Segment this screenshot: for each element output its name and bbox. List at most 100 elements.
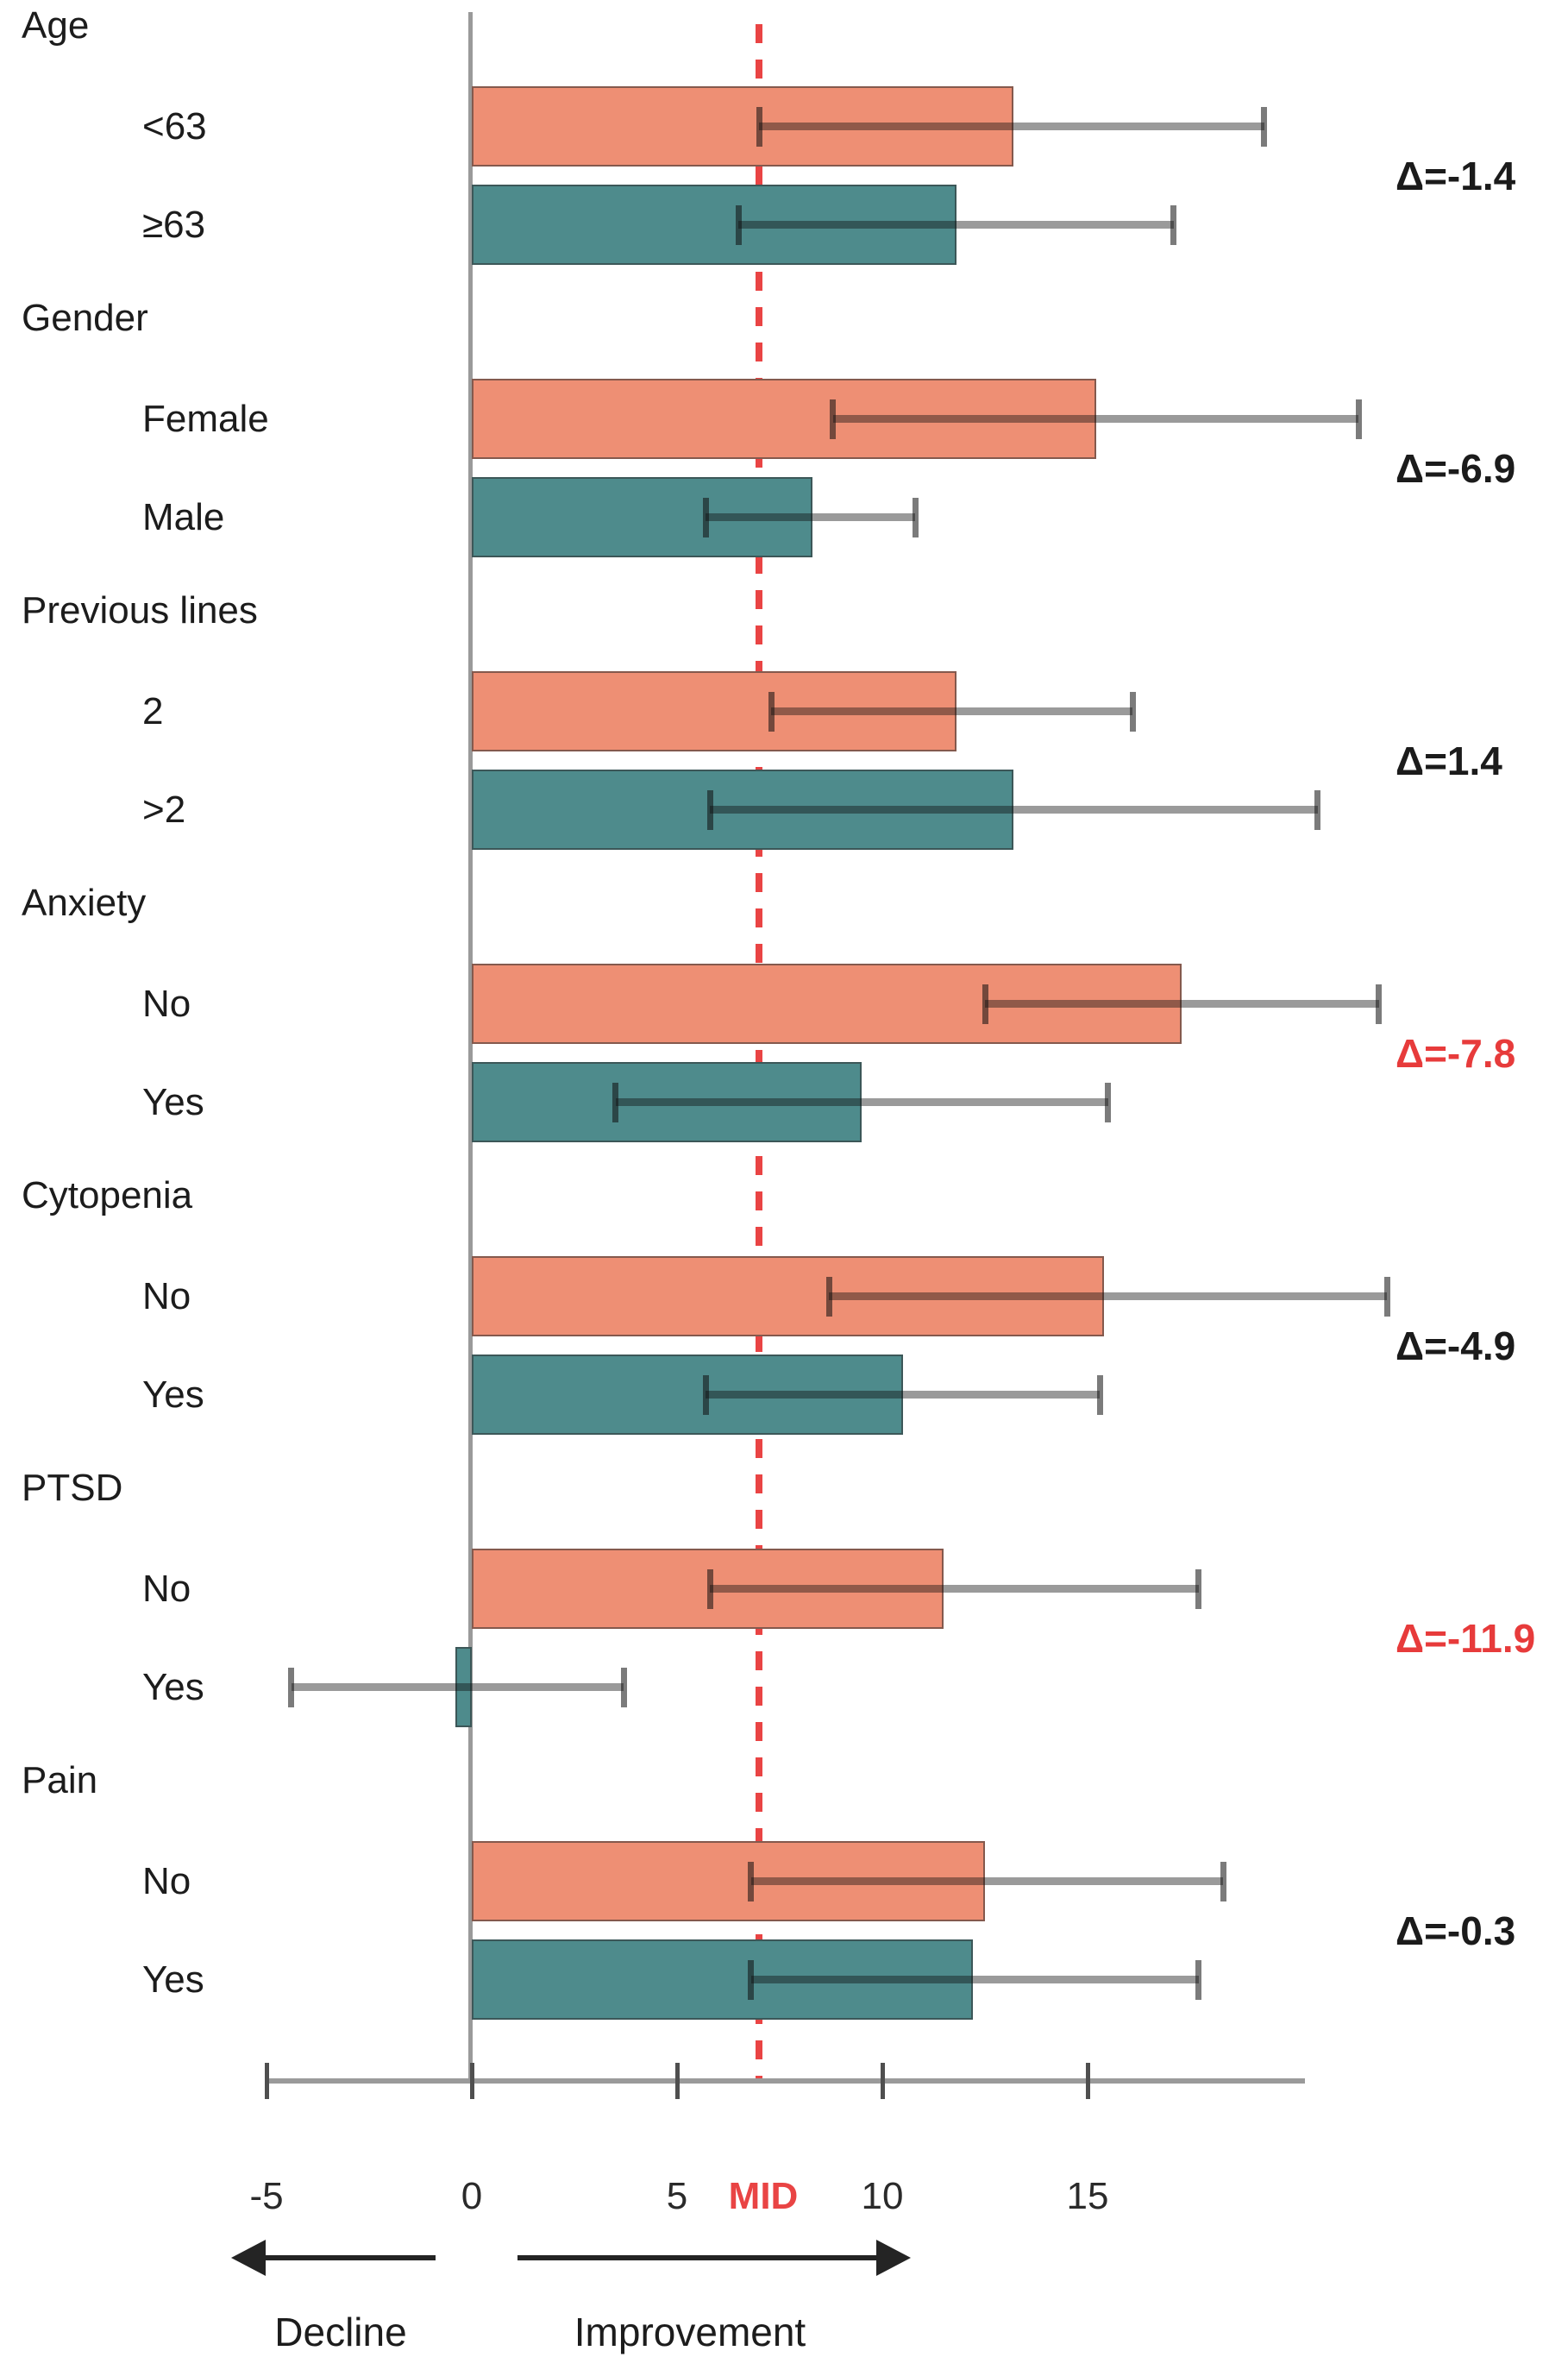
bar [455, 1647, 472, 1727]
axis-tick [1085, 2063, 1090, 2099]
error-bar-cap-low [612, 1082, 619, 1122]
error-bar-cap-high [1261, 106, 1268, 147]
error-bar-cap-high [1383, 1276, 1390, 1317]
error-bar [829, 1292, 1388, 1300]
bar-label: No [142, 1568, 191, 1610]
axis-tick [469, 2063, 474, 2099]
improvement-arrowhead-icon [876, 2240, 911, 2276]
error-bar-cap-low [748, 1959, 755, 2000]
error-bar [985, 1000, 1379, 1008]
error-bar [706, 513, 916, 521]
group-label: Pain [22, 1759, 98, 1801]
error-bar-cap-high [1376, 984, 1383, 1024]
decline-arrowhead-icon [231, 2240, 266, 2276]
bar [472, 1841, 985, 1921]
mid-reference-line [756, 24, 763, 2081]
bar [472, 671, 956, 751]
error-bar [750, 1877, 1224, 1885]
group-label: Age [22, 4, 90, 47]
mid-label: MID [728, 2175, 799, 2217]
error-bar-cap-high [1314, 789, 1321, 830]
error-bar-cap-high [1105, 1082, 1112, 1122]
axis-tick-label: 10 [861, 2175, 904, 2217]
error-bar-cap-low [830, 399, 837, 439]
error-bar-cap-high [620, 1667, 627, 1707]
bar-label: Yes [142, 1373, 204, 1416]
error-bar-cap-high [1195, 1959, 1202, 2000]
error-bar-cap-low [735, 204, 742, 245]
error-bar-cap-low [288, 1667, 295, 1707]
error-bar-cap-high [1220, 1861, 1226, 1901]
bar [472, 86, 1014, 167]
error-bar-cap-high [1129, 691, 1136, 732]
decline-label: Decline [274, 2310, 407, 2354]
error-bar [710, 1585, 1199, 1593]
group-label: PTSD [22, 1467, 123, 1509]
axis-tick-label: 15 [1066, 2175, 1109, 2217]
error-bar [738, 221, 1174, 229]
error-bar [710, 806, 1318, 814]
x-axis-line [267, 2078, 1305, 2084]
decline-arrow [259, 2255, 436, 2260]
error-bar-cap-low [825, 1276, 832, 1317]
bar-label: 2 [142, 690, 164, 732]
error-bar-cap-low [702, 1374, 709, 1415]
bar [472, 770, 1014, 850]
axis-tick [880, 2063, 885, 2099]
delta-label: Δ=-6.9 [1396, 446, 1516, 491]
bar [472, 477, 813, 557]
error-bar-cap-high [1096, 1374, 1103, 1415]
bar-label: Female [142, 398, 269, 440]
bar-label: Yes [142, 1666, 204, 1708]
improvement-label: Improvement [574, 2310, 806, 2354]
bar-label: No [142, 1275, 191, 1317]
delta-label: Δ=-7.8 [1396, 1031, 1516, 1076]
delta-label: Δ=-0.3 [1396, 1908, 1516, 1953]
error-bar-cap-low [748, 1861, 755, 1901]
bar-label: Yes [142, 1958, 204, 2001]
axis-tick [674, 2063, 680, 2099]
bar-label: <63 [142, 105, 207, 148]
bar [472, 1256, 1105, 1336]
error-bar-cap-high [1170, 204, 1177, 245]
error-bar-cap-low [706, 789, 713, 830]
improvement-arrow [517, 2255, 880, 2260]
group-label: Cytopenia [22, 1174, 193, 1216]
bar-label: Male [142, 496, 225, 538]
error-bar [771, 707, 1133, 715]
error-bar [759, 123, 1264, 130]
bar [472, 1939, 973, 2020]
axis-tick [264, 2063, 269, 2099]
error-bar [615, 1098, 1108, 1106]
bar [472, 379, 1096, 459]
bar-label: ≥63 [142, 204, 206, 246]
error-bar [750, 1976, 1199, 1983]
axis-tick-label: -5 [249, 2175, 284, 2217]
y-axis-line [468, 12, 473, 2081]
error-bar-cap-low [706, 1568, 713, 1609]
error-bar [291, 1683, 624, 1691]
bar [472, 185, 956, 265]
delta-label: Δ=-11.9 [1396, 1616, 1536, 1661]
error-bar [832, 415, 1359, 423]
bar [472, 964, 1182, 1044]
delta-label: Δ=1.4 [1396, 739, 1502, 783]
error-bar-cap-high [912, 497, 919, 537]
error-bar [706, 1391, 1101, 1399]
group-label: Gender [22, 297, 148, 339]
bar-label: >2 [142, 789, 186, 831]
error-bar-cap-low [982, 984, 988, 1024]
error-bar-cap-low [768, 691, 775, 732]
bar-label: No [142, 983, 191, 1025]
delta-label: Δ=-1.4 [1396, 154, 1516, 198]
error-bar-cap-high [1195, 1568, 1202, 1609]
axis-tick-label: 5 [666, 2175, 688, 2217]
bar [472, 1062, 862, 1142]
delta-label: Δ=-4.9 [1396, 1323, 1516, 1368]
error-bar-cap-low [702, 497, 709, 537]
error-bar-cap-low [756, 106, 762, 147]
group-label: Anxiety [22, 882, 147, 924]
error-bar-cap-high [1355, 399, 1362, 439]
axis-tick-label: 0 [461, 2175, 483, 2217]
